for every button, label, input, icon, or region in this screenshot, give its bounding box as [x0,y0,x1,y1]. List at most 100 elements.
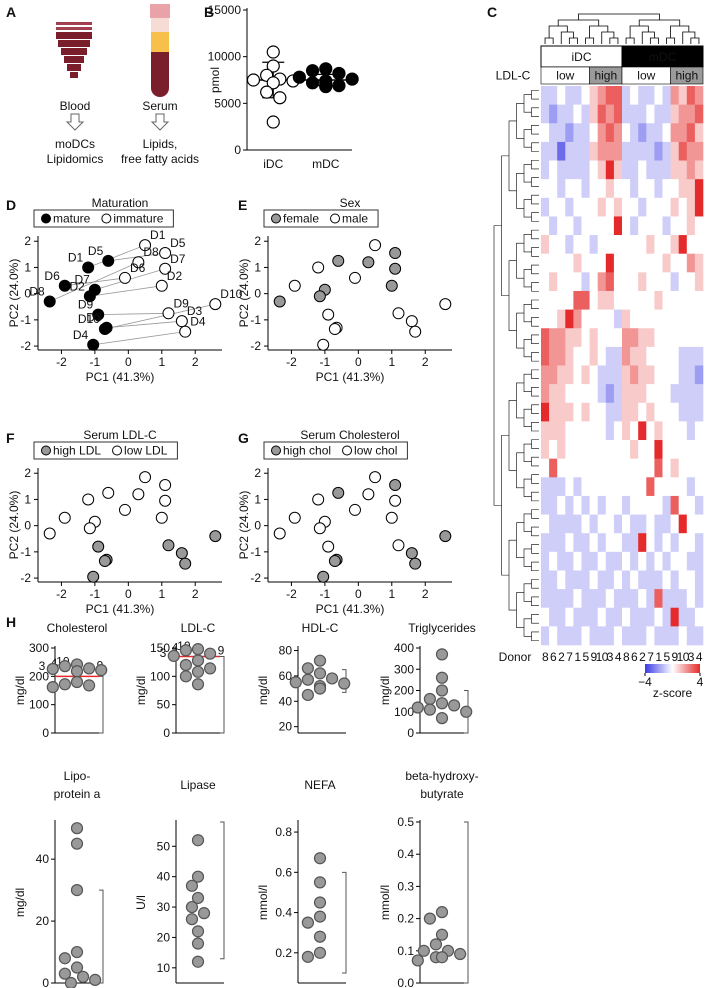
heatmap-cell [589,421,598,441]
heatmap-cell [694,197,704,217]
heatmap-cell [573,495,582,515]
data-point [435,712,449,725]
heatmap-cell [589,197,598,217]
heatmap-cell [589,402,598,422]
heatmap-cell [694,290,704,310]
heatmap-cell [557,160,566,180]
y-tick-label: 2 [254,466,261,480]
heatmap-cell [557,141,566,161]
point-label: D7 [170,252,186,266]
data-point [389,494,402,507]
heatmap-cell [694,384,704,404]
heatmap-cell [613,309,623,329]
heatmap-cell [589,160,598,180]
heatmap-cell [549,216,558,236]
heatmap-cell [549,160,558,180]
x-tick-label: -1 [90,587,101,601]
heatmap-cell [630,160,639,180]
x-tick-label: -2 [56,355,67,369]
heatmap-cell [573,589,582,609]
heatmap-cell [630,216,639,236]
heatmap-cell [541,197,550,217]
data-point [392,539,405,552]
heatmap-cell [557,402,566,422]
data-point [423,692,436,706]
heatmap-cell [654,272,663,292]
heatmap-cell [694,104,704,124]
x-tick-label: 1 [388,355,395,369]
donor-label: 3 [688,650,695,664]
heatmap-cell [573,104,582,124]
heatmap-cell [646,402,655,422]
heatmap-cell [678,384,688,404]
heatmap-cell [613,272,623,292]
heatmap-cell [662,626,671,646]
heatmap-cell [694,421,704,441]
data-point [92,308,105,321]
x-axis-label: PC1 (41.3%) [316,602,385,616]
data-point [389,247,402,260]
heatmap-cell [549,86,558,105]
heatmap-cell [581,589,590,609]
heatmap-cell [597,328,607,348]
heatmap-cell [605,458,615,478]
heatmap-cell [662,253,671,273]
data-point [83,522,96,535]
y-axis-label: mmol/l [378,885,392,920]
dendrogram [493,90,539,641]
heatmap-cell [686,458,696,478]
heatmap-cell [605,160,615,180]
heatmap-cell [565,216,574,236]
heatmap-cell [694,589,704,609]
heatmap-cell [565,570,574,590]
heatmap-cell [549,514,558,534]
heatmap-cell [573,235,582,254]
data-point [118,503,131,516]
data-point [58,511,71,524]
donor-label: 10 [596,650,609,664]
heatmap-cell [646,607,655,627]
heatmap-cell [549,570,558,590]
data-point [405,315,418,328]
heatmap-cell [613,458,623,478]
heatmap-cell [686,626,696,646]
heatmap-cell [565,384,574,404]
data-point [118,271,131,284]
data-point [175,547,188,560]
heatmap-cell [654,384,663,404]
data-point [313,522,326,535]
donor-label: 7 [566,650,573,664]
data-point [191,870,205,883]
pair-line [88,244,146,268]
y-tick-label: 50 [157,698,171,712]
heatmap-cell [613,495,623,515]
point-label: D9 [78,298,94,312]
heatmap-cell [541,328,550,348]
data-point [392,307,405,320]
y-axis-label: mg/dl [13,676,27,705]
heatmap-cell [581,179,590,199]
data-point [435,671,449,684]
heatmap-cell [646,626,655,646]
heatmap-cell [597,626,607,646]
heatmap-cell [638,141,647,161]
y-tick-label: 20 [36,914,50,928]
heatmap-cell [686,160,696,180]
chart-title: beta-hydroxy- [405,769,478,783]
heatmap-cell [654,309,663,329]
heatmap-cell [597,141,607,161]
heatmap-cell [541,235,550,254]
data-point [313,682,327,695]
heatmap-cell [541,216,550,236]
heatmap-cell [613,253,623,273]
heatmap-cell [646,495,655,515]
donor-label: 9 [591,650,598,664]
heatmap-cell [589,86,598,105]
heatmap-cell [589,253,598,273]
heatmap-cell [581,421,590,441]
heatmap-cell [541,626,550,646]
heatmap-cell [654,86,663,105]
y-tick-label: 10000 [208,50,242,64]
x-axis-label: PC1 (41.3%) [316,370,385,384]
data-point [317,570,330,583]
